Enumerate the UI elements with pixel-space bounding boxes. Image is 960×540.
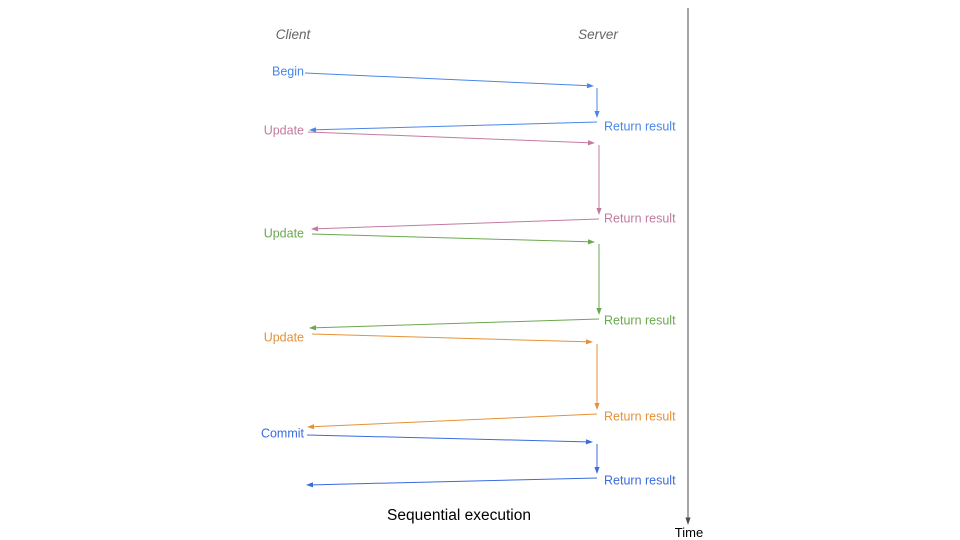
response-arrow-2-line xyxy=(315,318,600,329)
request-arrow-4-arrowhead-icon xyxy=(585,439,593,445)
message-label-1: Update xyxy=(264,124,304,138)
return-result-label-4: Return result xyxy=(604,474,676,488)
server-header: Server xyxy=(578,27,618,42)
request-arrow-2-line xyxy=(311,233,589,243)
response-arrow-3-arrowhead-icon xyxy=(307,424,315,430)
server-work-2-arrowhead-icon xyxy=(596,308,602,315)
response-arrow-0-line xyxy=(315,121,598,131)
server-work-0-arrowhead-icon xyxy=(594,111,600,118)
response-arrow-3-line xyxy=(313,413,598,428)
request-arrow-0-arrowhead-icon xyxy=(586,83,594,89)
response-arrow-4-arrowhead-icon xyxy=(306,482,314,488)
request-arrow-3-arrowhead-icon xyxy=(585,339,593,345)
message-arrows: Begin Return result Update Return result Upd… xyxy=(261,65,676,488)
time-axis-arrowhead-icon xyxy=(685,517,691,525)
response-arrow-4-line xyxy=(312,477,598,486)
server-work-3-arrowhead-icon xyxy=(594,403,600,410)
message-label-0: Begin xyxy=(272,65,304,79)
message-label-3: Update xyxy=(264,331,304,345)
response-arrow-0-arrowhead-icon xyxy=(309,127,317,133)
response-arrow-1-line xyxy=(317,218,600,230)
request-arrow-1-arrowhead-icon xyxy=(587,140,595,146)
message-label-2: Update xyxy=(264,227,304,241)
time-axis: Time xyxy=(675,8,703,540)
server-work-1-arrowhead-icon xyxy=(596,208,602,215)
return-result-label-2: Return result xyxy=(604,314,676,328)
client-header: Client xyxy=(276,27,312,42)
response-arrow-1-arrowhead-icon xyxy=(311,226,319,232)
return-result-label-1: Return result xyxy=(604,212,676,226)
message-label-4: Commit xyxy=(261,427,305,441)
request-arrow-4-line xyxy=(306,434,587,443)
request-arrow-0-line xyxy=(304,72,588,87)
return-result-label-3: Return result xyxy=(604,410,676,424)
server-work-4-arrowhead-icon xyxy=(594,467,600,474)
return-result-label-0: Return result xyxy=(604,120,676,134)
diagram-title: Sequential execution xyxy=(387,507,531,524)
response-arrow-2-arrowhead-icon xyxy=(309,325,317,331)
request-arrow-1-line xyxy=(307,131,589,144)
time-axis-label: Time xyxy=(675,525,703,540)
request-arrow-2-arrowhead-icon xyxy=(587,239,595,245)
request-arrow-3-line xyxy=(311,333,587,343)
